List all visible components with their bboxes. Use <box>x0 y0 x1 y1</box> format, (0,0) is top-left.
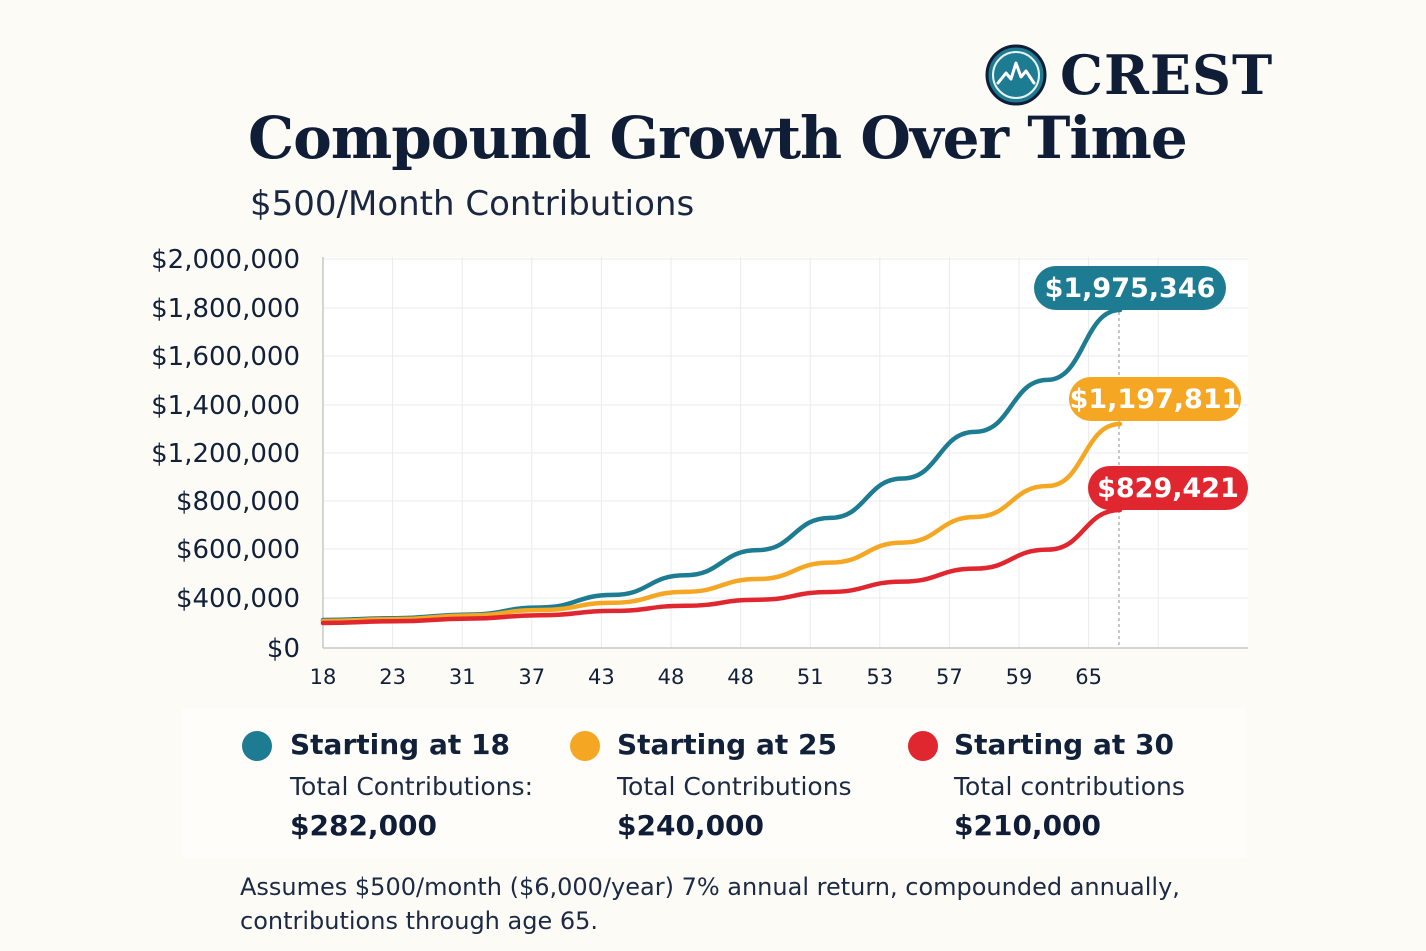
end-value-label: $1,975,346 <box>1045 273 1216 304</box>
footnote: Assumes $500/month ($6,000/year) 7% annu… <box>240 873 1180 935</box>
x-tick-label: 65 <box>1075 665 1102 689</box>
end-value-badge <box>1088 466 1248 510</box>
y-tick-label: $600,000 <box>176 535 300 565</box>
y-tick-label: $400,000 <box>176 584 300 614</box>
y-tick-label: $1,400,000 <box>151 391 300 421</box>
x-tick-label: 43 <box>588 665 615 689</box>
legend-panel <box>182 708 1246 858</box>
y-tick-label: $0 <box>267 634 300 664</box>
legend-series-name: Starting at 30 <box>954 728 1174 761</box>
legend-series-name: Starting at 25 <box>617 728 837 761</box>
page-subtitle: $500/Month Contributions <box>250 184 695 224</box>
end-value-badge <box>1069 377 1241 421</box>
y-tick-label: $1,600,000 <box>151 342 300 372</box>
legend-contributions-amount: $210,000 <box>954 809 1102 842</box>
y-tick-label: $1,800,000 <box>151 294 300 324</box>
series-line-3 <box>320 507 1123 626</box>
mountain-circle-icon <box>985 44 1047 106</box>
x-tick-label: 48 <box>727 665 754 689</box>
legend-contributions-label: Total Contributions: <box>290 772 534 801</box>
series-line-2 <box>320 421 1123 624</box>
end-value-label: $1,197,811 <box>1070 384 1241 415</box>
x-tick-label: 18 <box>310 665 337 689</box>
x-tick-label: 37 <box>518 665 545 689</box>
x-tick-label: 57 <box>936 665 963 689</box>
end-value-badge <box>1034 266 1226 310</box>
brand: CREST <box>984 42 1273 108</box>
legend-dot <box>908 731 938 761</box>
x-tick-label: 51 <box>797 665 824 689</box>
growth-chart: $0 $400,000 $600,000 $800,000 $1,200,000 $1,4… <box>151 245 1248 689</box>
legend-contributions-amount: $282,000 <box>290 809 438 842</box>
legend-dot <box>570 731 600 761</box>
legend-contributions-amount: $240,000 <box>617 809 765 842</box>
x-tick-label: 59 <box>1006 665 1033 689</box>
y-tick-label: $1,200,000 <box>151 439 300 469</box>
x-tick-label: 23 <box>379 665 406 689</box>
legend-contributions-label: Total contributions <box>954 772 1185 801</box>
brand-name: CREST <box>1060 43 1274 107</box>
x-tick-label: 31 <box>449 665 476 689</box>
x-tick-label: 48 <box>658 665 685 689</box>
legend-dot <box>242 731 272 761</box>
x-tick-label: 53 <box>866 665 893 689</box>
y-tick-label: $2,000,000 <box>151 245 300 275</box>
end-value-label: $829,421 <box>1097 473 1239 504</box>
legend-series-name: Starting at 18 <box>290 728 510 761</box>
page-title: Compound Growth Over Time <box>248 104 1188 172</box>
y-tick-label: $800,000 <box>176 487 300 517</box>
legend-contributions-label: Total Contributions <box>617 772 852 801</box>
